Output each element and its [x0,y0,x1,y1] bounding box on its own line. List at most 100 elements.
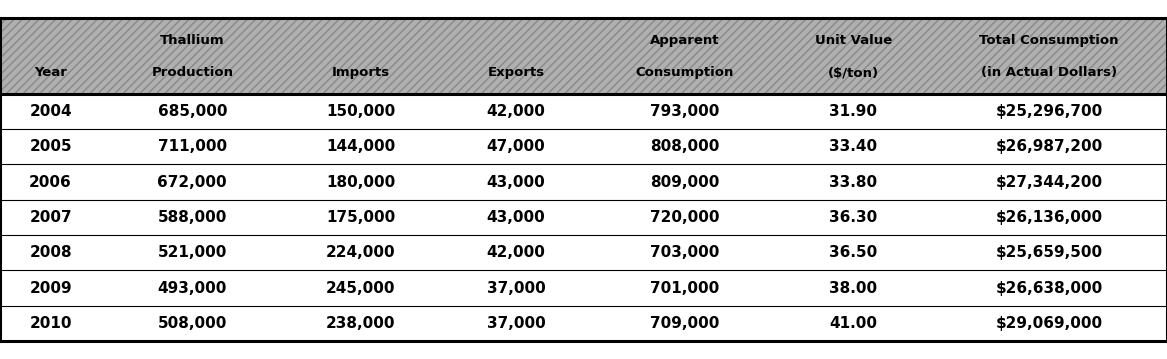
Bar [776,94,931,129]
Text: 2006: 2006 [29,175,72,190]
Text: 672,000: 672,000 [158,175,228,190]
Text: 175,000: 175,000 [327,210,396,225]
Text: Exports: Exports [488,66,545,79]
Bar [102,235,284,270]
Bar [0,18,1167,94]
Text: Total Consumption: Total Consumption [979,34,1119,47]
Bar [102,200,284,235]
Text: 245,000: 245,000 [326,281,396,295]
Text: 711,000: 711,000 [158,139,226,154]
Text: 37,000: 37,000 [487,281,545,295]
Text: $25,659,500: $25,659,500 [995,245,1103,260]
Text: 709,000: 709,000 [650,316,719,331]
Text: $26,987,200: $26,987,200 [995,139,1103,154]
Text: Apparent: Apparent [650,34,719,47]
Text: 521,000: 521,000 [158,245,226,260]
Text: Unit Value: Unit Value [815,34,892,47]
Bar [594,235,776,270]
Text: Consumption: Consumption [636,66,734,79]
Text: 43,000: 43,000 [487,210,545,225]
Text: 37,000: 37,000 [487,316,545,331]
Bar [594,200,776,235]
Bar [776,235,931,270]
Bar [102,94,284,129]
Bar [439,235,594,270]
Text: 2009: 2009 [29,281,72,295]
Bar [284,270,439,306]
Text: 588,000: 588,000 [158,210,226,225]
Text: 808,000: 808,000 [650,139,719,154]
Bar [776,270,931,306]
Bar [102,306,284,341]
Text: 809,000: 809,000 [650,175,719,190]
Bar [776,200,931,235]
Text: 2005: 2005 [29,139,72,154]
Bar [284,200,439,235]
Text: Thallium: Thallium [160,34,224,47]
Bar [594,129,776,164]
Bar [0,235,102,270]
Bar [439,129,594,164]
Bar [931,200,1167,235]
Bar [439,94,594,129]
Bar [0,164,102,200]
Text: 2004: 2004 [29,104,72,119]
Text: 793,000: 793,000 [650,104,719,119]
Text: 150,000: 150,000 [327,104,396,119]
Text: 2010: 2010 [29,316,72,331]
Text: 493,000: 493,000 [158,281,226,295]
Text: 36.50: 36.50 [830,245,878,260]
Bar [776,164,931,200]
Bar [439,270,594,306]
Text: $25,296,700: $25,296,700 [995,104,1103,119]
Bar [102,164,284,200]
Text: 36.30: 36.30 [830,210,878,225]
Bar [0,306,102,341]
Bar [931,270,1167,306]
Text: Year: Year [34,66,67,79]
Text: ($/ton): ($/ton) [827,66,879,79]
Text: 42,000: 42,000 [487,104,545,119]
Bar [439,306,594,341]
Bar [594,306,776,341]
Bar [0,18,1167,94]
Bar [439,164,594,200]
Bar [0,129,102,164]
Text: $26,136,000: $26,136,000 [995,210,1103,225]
Text: 224,000: 224,000 [326,245,396,260]
Text: 38.00: 38.00 [830,281,878,295]
Text: 720,000: 720,000 [650,210,719,225]
Bar [0,270,102,306]
Text: 33.40: 33.40 [830,139,878,154]
Bar [284,235,439,270]
Text: 701,000: 701,000 [650,281,719,295]
Bar [284,129,439,164]
Bar [102,270,284,306]
Text: 508,000: 508,000 [158,316,226,331]
Bar [776,306,931,341]
Bar [0,94,102,129]
Text: 31.90: 31.90 [830,104,878,119]
Text: 144,000: 144,000 [327,139,396,154]
Text: 238,000: 238,000 [326,316,396,331]
Text: $27,344,200: $27,344,200 [995,175,1103,190]
Bar [931,164,1167,200]
Bar [284,164,439,200]
Text: 47,000: 47,000 [487,139,545,154]
Bar [594,94,776,129]
Text: 41.00: 41.00 [830,316,878,331]
Bar [931,129,1167,164]
Text: 33.80: 33.80 [830,175,878,190]
Bar [0,200,102,235]
Bar [594,270,776,306]
Bar [931,235,1167,270]
Text: $29,069,000: $29,069,000 [995,316,1103,331]
Text: 42,000: 42,000 [487,245,545,260]
Text: 2007: 2007 [29,210,72,225]
Text: Imports: Imports [331,66,390,79]
Text: 2008: 2008 [29,245,72,260]
Text: (in Actual Dollars): (in Actual Dollars) [981,66,1117,79]
Text: 703,000: 703,000 [650,245,719,260]
Text: 43,000: 43,000 [487,175,545,190]
Text: 180,000: 180,000 [327,175,396,190]
